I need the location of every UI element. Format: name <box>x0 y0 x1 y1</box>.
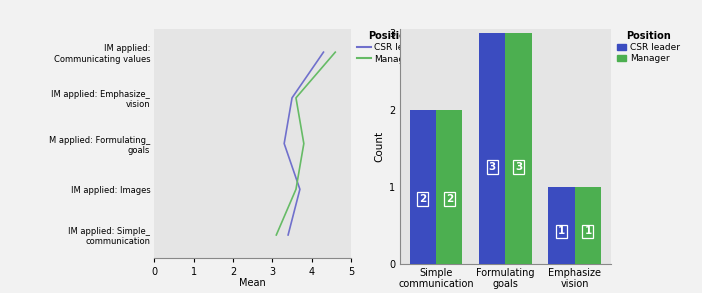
Y-axis label: Count: Count <box>375 131 385 162</box>
Text: 1: 1 <box>584 226 592 236</box>
Text: 2: 2 <box>446 194 453 204</box>
Bar <box>410 110 436 264</box>
Bar <box>575 187 601 264</box>
Bar <box>505 33 532 264</box>
Text: 3: 3 <box>515 162 522 172</box>
Text: 2: 2 <box>419 194 427 204</box>
X-axis label: Mean: Mean <box>239 278 266 288</box>
Text: 3: 3 <box>489 162 496 172</box>
Legend: CSR leader, Manager: CSR leader, Manager <box>355 29 426 65</box>
Text: 1: 1 <box>558 226 565 236</box>
Legend: CSR leader, Manager: CSR leader, Manager <box>615 29 682 65</box>
Bar <box>548 187 575 264</box>
Bar <box>479 33 505 264</box>
Bar <box>436 110 463 264</box>
